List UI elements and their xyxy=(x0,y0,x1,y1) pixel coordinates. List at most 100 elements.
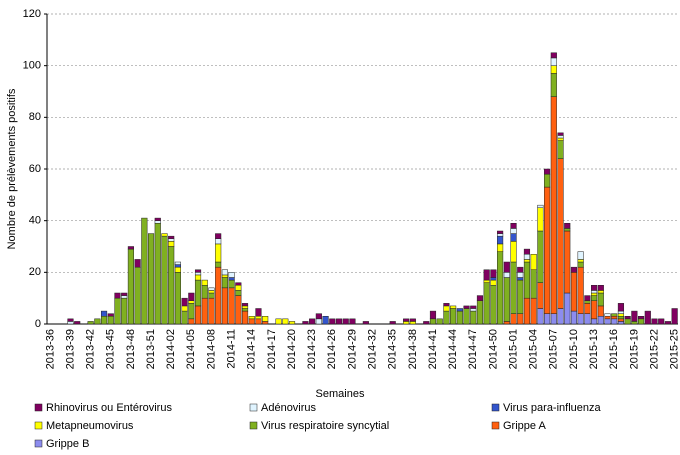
bar-segment xyxy=(497,251,504,325)
bar-segment xyxy=(597,316,604,325)
bar-segment xyxy=(530,269,537,299)
bar-segment xyxy=(510,233,517,242)
bar-segment xyxy=(591,295,598,302)
bar-segment xyxy=(617,318,625,322)
bar-segment xyxy=(241,310,249,325)
legend-swatch xyxy=(249,403,258,412)
bar-segment xyxy=(557,308,564,325)
bar-segment xyxy=(584,295,591,302)
bar-segment xyxy=(557,140,564,159)
y-tick-label: 60 xyxy=(29,163,41,175)
x-tick-label: 2014-41 xyxy=(427,329,439,369)
bar-segment xyxy=(309,318,316,325)
bar-segment xyxy=(664,321,672,325)
bar-segment xyxy=(208,297,215,325)
x-tick-label: 2013-39 xyxy=(64,329,76,369)
bar-segment xyxy=(597,305,604,317)
bar-segment xyxy=(550,73,557,97)
bar-segment xyxy=(215,261,222,268)
bar-segment xyxy=(67,318,74,322)
bar-segment xyxy=(604,313,611,317)
bar-segment xyxy=(584,313,591,325)
bar-segment xyxy=(617,310,625,314)
bar-segment xyxy=(577,313,584,325)
bar-segment xyxy=(470,308,477,312)
bar-segment xyxy=(114,292,121,299)
x-tick-label: 2014-23 xyxy=(306,329,318,369)
bar-segment xyxy=(349,318,356,325)
bar-segment xyxy=(181,310,188,325)
bar-segment xyxy=(591,300,598,320)
bar-segment xyxy=(631,321,638,325)
legend-label: Virus para-influenza xyxy=(503,402,602,414)
bar-segment xyxy=(315,318,322,325)
bar-segment xyxy=(550,96,557,314)
bar-segment xyxy=(248,318,255,325)
bar-segment xyxy=(591,290,598,294)
y-tick-label: 20 xyxy=(29,266,41,278)
bar-segment xyxy=(67,321,74,325)
x-tick-label: 2015-13 xyxy=(588,329,600,369)
x-tick-label: 2015-10 xyxy=(568,329,580,369)
bar-segment xyxy=(517,266,524,273)
bar-segment xyxy=(228,287,235,325)
bar-segment xyxy=(490,279,497,286)
legend-label: Adénovirus xyxy=(261,402,317,414)
bar-segment xyxy=(114,297,121,325)
bar-segment xyxy=(208,292,215,299)
bar-segment xyxy=(463,305,470,309)
bar-segment xyxy=(443,303,450,307)
bar-segment xyxy=(497,243,504,252)
bar-segment xyxy=(570,266,578,273)
bar-segment xyxy=(617,321,625,325)
x-tick-label: 2015-04 xyxy=(528,329,540,369)
bar-segment xyxy=(450,308,457,325)
bar-segment xyxy=(577,266,584,314)
y-axis-label: Nombre de prélèvements positifs xyxy=(6,88,18,249)
bar-segment xyxy=(510,261,517,314)
x-tick-label: 2013-42 xyxy=(85,329,97,369)
bar-segment xyxy=(537,308,544,325)
bar-segment xyxy=(470,305,477,309)
legend-label: Metapneumovirus xyxy=(46,420,134,432)
bar-segment xyxy=(215,243,222,263)
legend-label: Virus respiratoire syncytial xyxy=(261,420,389,432)
x-tick-label: 2014-20 xyxy=(286,329,298,369)
bar-segment xyxy=(389,321,396,325)
bar-segment xyxy=(154,220,161,224)
bar-segment xyxy=(221,269,228,276)
bar-segment xyxy=(94,318,101,325)
bar-segment xyxy=(423,321,430,325)
y-tick-label: 40 xyxy=(29,215,41,227)
bar-segment xyxy=(194,274,202,281)
bar-segment xyxy=(476,295,484,302)
bar-segment xyxy=(617,303,625,312)
bar-segment xyxy=(530,254,537,270)
bar-segment xyxy=(550,52,557,59)
bar-segment xyxy=(597,285,604,291)
bar-segment xyxy=(100,310,108,317)
bar-segment xyxy=(235,285,242,291)
bar-segment xyxy=(329,318,336,325)
bar-segment xyxy=(255,318,262,325)
bar-segment xyxy=(127,246,134,250)
x-tick-label: 2014-14 xyxy=(246,329,258,369)
bar-segment xyxy=(591,292,598,296)
bar-segment xyxy=(658,318,665,325)
legend-swatch xyxy=(34,439,43,448)
bar-segment xyxy=(288,321,296,325)
bar-segment xyxy=(638,316,645,320)
bar-segment xyxy=(523,248,531,255)
x-tick-label: 2014-50 xyxy=(487,329,499,369)
bar-segment xyxy=(201,297,208,325)
bar-segment xyxy=(557,137,564,141)
bar-segment xyxy=(510,223,517,229)
bar-segment xyxy=(248,316,255,320)
bar-segment xyxy=(463,308,470,325)
bar-segment xyxy=(403,321,410,325)
bar-segment xyxy=(255,316,262,320)
bar-segment xyxy=(302,321,309,325)
bar-segment xyxy=(168,241,175,247)
bar-segment xyxy=(503,261,510,273)
bar-segment xyxy=(584,300,591,304)
